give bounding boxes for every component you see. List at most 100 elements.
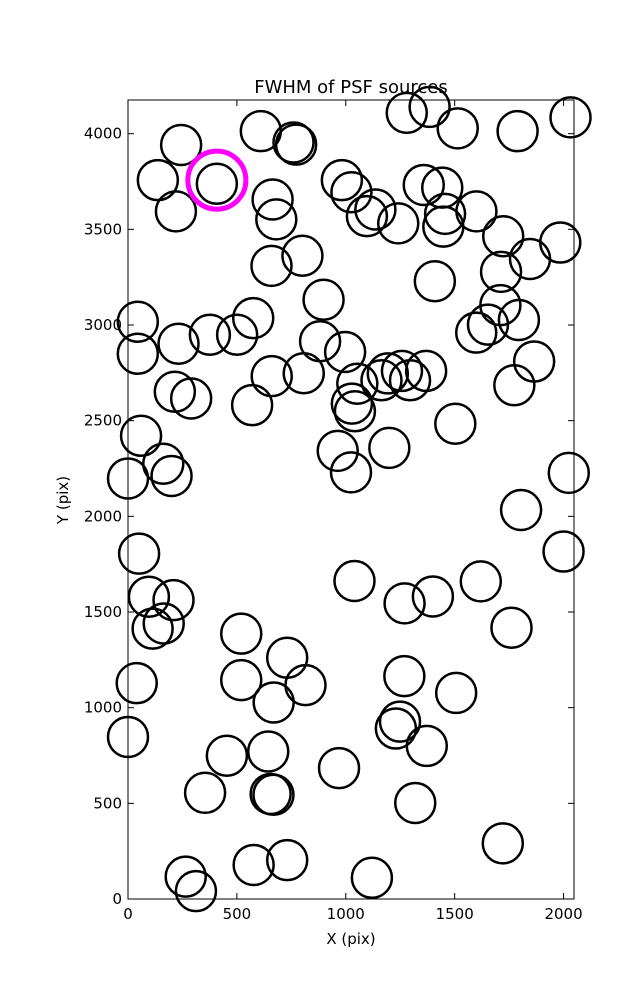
psf-source-marker	[512, 340, 556, 383]
psf-source-marker	[377, 202, 420, 245]
highlighted-source-marker	[185, 148, 249, 212]
psf-source-marker	[368, 426, 411, 470]
psf-source-marker	[539, 221, 582, 264]
psf-source-marker	[455, 190, 498, 233]
psf-source-marker	[119, 414, 163, 458]
psf-source-marker	[302, 278, 345, 321]
psf-source-marker	[249, 772, 292, 816]
psf-source-marker	[265, 838, 309, 882]
psf-source-marker	[423, 192, 467, 236]
psf-source-marker	[388, 359, 432, 402]
psf-source-marker	[116, 332, 160, 375]
highlight-layer	[185, 148, 249, 212]
psf-source-marker	[497, 298, 541, 342]
psf-source-marker	[252, 773, 295, 816]
psf-source-marker	[459, 560, 503, 603]
psf-source-marker	[281, 234, 324, 277]
psf-source-marker	[434, 671, 478, 715]
psf-source-marker	[320, 158, 364, 202]
psf-source-marker	[411, 575, 455, 618]
psf-source-marker	[493, 364, 536, 407]
y-tick-label: 500	[93, 794, 122, 812]
y-tick-label: 3000	[84, 316, 122, 334]
psf-source-marker	[219, 612, 263, 655]
chart-title: FWHM of PSF sources	[254, 77, 448, 98]
psf-source-marker	[117, 532, 161, 575]
psf-source-marker	[164, 855, 207, 898]
psf-source-marker	[330, 382, 374, 425]
psf-source-marker	[316, 429, 359, 473]
psf-source-marker	[490, 606, 533, 649]
psf-source-marker	[136, 158, 180, 202]
psf-source-marker	[378, 700, 422, 743]
psf-source-marker	[404, 349, 448, 393]
psf-source-marker	[393, 781, 437, 825]
psf-source-marker	[188, 313, 232, 357]
x-tick-label: 1000	[327, 905, 365, 923]
psf-source-marker	[454, 311, 498, 354]
psf-source-marker	[159, 123, 203, 167]
psf-source-marker	[317, 746, 361, 790]
psf-source-marker	[413, 259, 457, 303]
psf-source-marker	[436, 107, 479, 150]
psf-source-marker	[152, 578, 195, 622]
psf-source-marker	[183, 771, 227, 815]
x-tick-label: 500	[223, 905, 252, 923]
psf-source-marker	[547, 451, 591, 495]
x-axis-label: X (pix)	[326, 930, 375, 948]
psf-source-marker	[323, 330, 367, 374]
psf-source-marker	[142, 442, 185, 485]
psf-source-marker	[231, 296, 275, 340]
y-tick-label: 0	[112, 890, 122, 908]
psf-source-marker	[252, 681, 295, 724]
psf-source-marker	[360, 359, 403, 402]
psf-source-marker	[383, 654, 426, 698]
psf-source-marker	[131, 607, 174, 650]
psf-source-marker	[284, 663, 327, 707]
psf-source-marker	[150, 454, 193, 498]
psf-source-marker	[330, 170, 373, 214]
psf-source-marker	[246, 730, 290, 773]
plot-frame	[127, 99, 575, 900]
psf-source-marker	[154, 190, 198, 233]
psf-source-marker	[479, 250, 523, 294]
psf-source-marker	[282, 351, 325, 395]
psf-source-marker	[402, 163, 445, 207]
psf-source-marker	[333, 390, 377, 433]
tick-layer: 0 500 1000 1500 2000 0 500 1000 1500 2000 2500 3000…	[84, 100, 583, 923]
psf-source-marker	[380, 349, 424, 393]
psf-source-marker	[350, 856, 394, 900]
psf-source-marker	[496, 109, 539, 153]
psf-source-marker	[169, 377, 213, 420]
psf-source-marker	[336, 362, 379, 405]
psf-source-marker	[385, 91, 428, 135]
psf-source-marker	[174, 869, 218, 913]
psf-source-marker	[434, 402, 477, 445]
psf-source-marker	[157, 322, 200, 366]
y-tick-label: 3500	[84, 220, 122, 238]
psf-source-marker	[265, 636, 309, 679]
psf-source-marker	[366, 352, 410, 395]
psf-source-marker	[274, 123, 318, 166]
psf-source-marker	[250, 354, 293, 398]
psf-source-marker	[250, 244, 293, 288]
y-tick-label: 4000	[84, 125, 122, 143]
psf-source-marker	[298, 320, 342, 363]
x-tick-label: 0	[123, 905, 133, 923]
psf-source-marker	[542, 530, 585, 573]
psf-source-marker	[251, 178, 294, 221]
psf-source-marker	[329, 451, 373, 494]
psf-source-marker	[345, 194, 389, 238]
psf-source-marker	[127, 575, 171, 618]
psf-source-marker	[383, 582, 426, 625]
psf-source-marker	[333, 559, 376, 603]
psf-source-marker	[219, 658, 263, 702]
psf-source-marker	[255, 198, 298, 241]
psf-source-marker	[549, 96, 592, 139]
psf-source-marker	[405, 724, 449, 768]
y-axis-label: Y (pix)	[54, 476, 72, 525]
psf-source-marker	[215, 313, 259, 357]
x-tick-label: 2000	[544, 905, 582, 923]
psf-source-marker	[499, 488, 543, 532]
